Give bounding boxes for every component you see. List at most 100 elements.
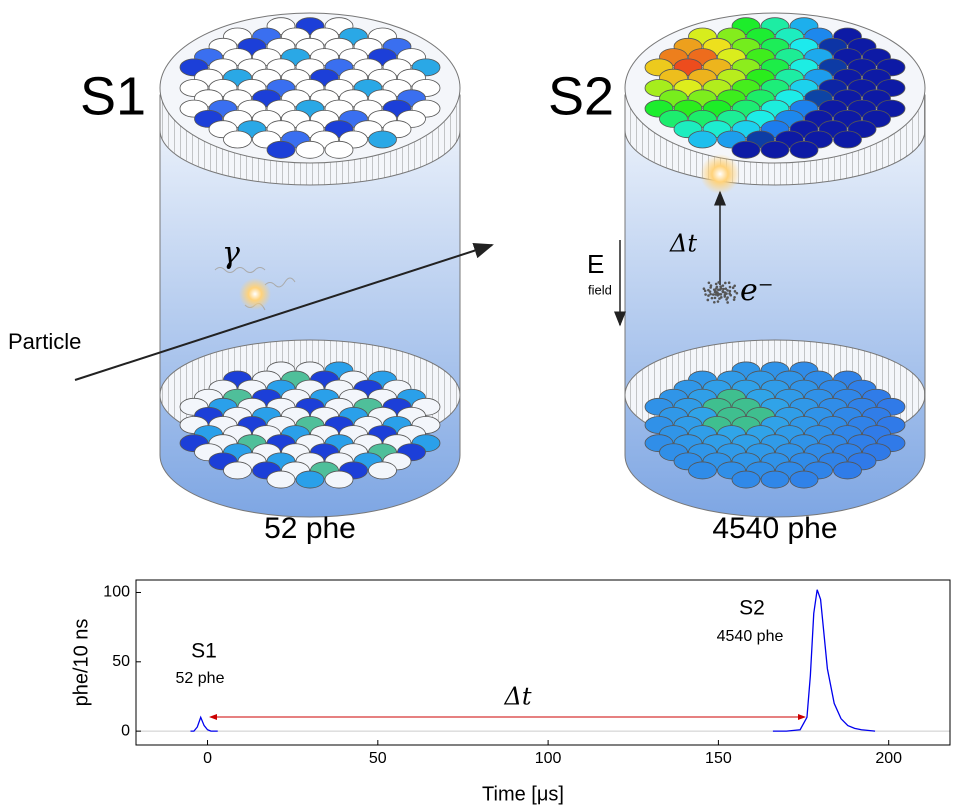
electron xyxy=(721,289,725,293)
electron xyxy=(714,293,717,296)
electron xyxy=(723,295,727,298)
plot-frame xyxy=(135,579,951,746)
detector xyxy=(159,12,461,518)
electron xyxy=(716,294,719,297)
pmt xyxy=(266,470,296,489)
electron xyxy=(733,290,737,293)
annotation: 4540 phe xyxy=(717,628,784,645)
pmt xyxy=(688,130,717,149)
electron xyxy=(704,293,707,296)
electron xyxy=(733,284,736,288)
annotation: Δt xyxy=(504,683,532,711)
x-tick-label: 0 xyxy=(203,750,212,767)
electron xyxy=(735,291,739,295)
gamma-label: γ xyxy=(222,236,240,271)
electron xyxy=(725,298,728,301)
pmt xyxy=(833,130,862,149)
annotation: S2 xyxy=(739,597,765,620)
electron xyxy=(707,288,710,292)
particle-track xyxy=(74,242,494,381)
electron xyxy=(726,301,729,304)
electron xyxy=(722,287,725,291)
y-tick-label: 0 xyxy=(121,722,130,739)
electron xyxy=(712,288,716,291)
electron xyxy=(716,300,720,303)
s1-count: 52 phe xyxy=(264,512,356,545)
x-tick-label: 200 xyxy=(875,750,902,767)
electron xyxy=(732,298,736,301)
electron xyxy=(716,291,719,295)
electron xyxy=(709,284,713,287)
s2-label: S2 xyxy=(548,66,614,126)
drift-label: Δt xyxy=(669,230,697,258)
electron xyxy=(718,297,721,300)
electron xyxy=(703,289,707,293)
pmt xyxy=(789,140,819,159)
electron xyxy=(706,298,710,302)
electron xyxy=(712,300,716,304)
pmt xyxy=(760,140,790,159)
electron xyxy=(714,282,718,286)
electron xyxy=(715,285,719,289)
detectors xyxy=(159,12,926,518)
electron xyxy=(709,286,712,289)
pmt xyxy=(731,140,761,159)
electron xyxy=(719,293,723,296)
pmt xyxy=(295,140,325,159)
efield-label: E xyxy=(587,249,604,279)
y-tick-label: 100 xyxy=(103,584,130,601)
electron xyxy=(711,293,715,296)
x-axis-label: Time [μs] xyxy=(482,783,564,805)
detector xyxy=(624,12,926,518)
electron xyxy=(724,287,728,290)
electron xyxy=(710,296,714,300)
electron xyxy=(721,284,725,287)
pmt xyxy=(324,470,354,489)
annotation: S1 xyxy=(191,640,217,663)
electron xyxy=(728,289,732,293)
s2-flash xyxy=(700,154,740,194)
signal-line xyxy=(190,589,876,732)
electron xyxy=(719,287,723,290)
x-tick-label: 150 xyxy=(705,750,732,767)
particle-label: Particle xyxy=(8,329,81,354)
x-tick-label: 100 xyxy=(535,750,562,767)
electron xyxy=(707,281,711,285)
pmt xyxy=(760,470,790,489)
electron-label: e⁻ xyxy=(740,273,774,308)
electron xyxy=(733,295,736,299)
pmt xyxy=(324,140,354,159)
electron xyxy=(727,281,731,284)
chart: 0 50 100 150 200 0 50 100 Time [μs] phe/10 ns S1 52… xyxy=(70,579,951,805)
pmt xyxy=(731,470,761,489)
s2-count: 4540 phe xyxy=(712,512,837,545)
pmt xyxy=(368,461,397,480)
electron xyxy=(702,287,706,290)
electron xyxy=(724,281,727,285)
x-tick-label: 50 xyxy=(369,750,387,767)
y-axis-label: phe/10 ns xyxy=(70,619,92,707)
pmt xyxy=(223,130,252,149)
electron xyxy=(717,288,720,292)
electron xyxy=(717,281,720,284)
y-tick-label: 50 xyxy=(112,653,130,670)
electron-cloud xyxy=(702,281,739,304)
electron xyxy=(709,292,712,296)
electron xyxy=(707,294,710,297)
pmt xyxy=(295,470,325,489)
electron xyxy=(725,292,728,295)
pmt xyxy=(688,461,717,480)
interaction-flash xyxy=(239,278,271,310)
pmt xyxy=(789,470,819,489)
pmt xyxy=(833,461,862,480)
pmt xyxy=(266,140,296,159)
electron xyxy=(726,289,729,292)
pmt xyxy=(368,130,397,149)
electron xyxy=(713,296,717,300)
electron xyxy=(728,285,732,289)
electron xyxy=(719,296,723,299)
pmt xyxy=(223,461,252,480)
s1-label: S1 xyxy=(80,66,146,126)
